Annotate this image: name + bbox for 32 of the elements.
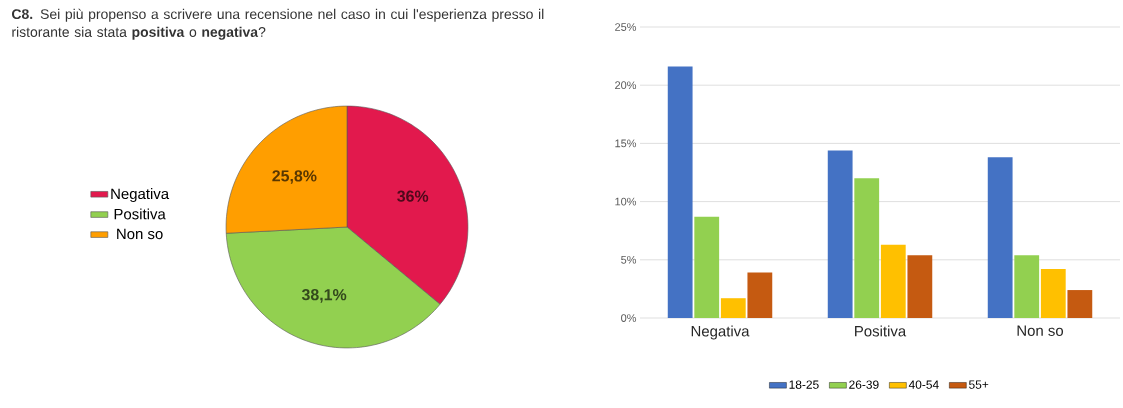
bar <box>854 178 880 318</box>
bar <box>747 272 773 318</box>
legend-label: Negativa <box>111 188 170 203</box>
bar <box>1067 290 1093 318</box>
y-tick-label: 15% <box>615 139 637 148</box>
data-label: 38,1% <box>301 289 347 303</box>
bar <box>907 255 933 318</box>
legend-label: Non so <box>117 228 163 240</box>
bar <box>987 157 1013 318</box>
x-tick-label: Positiva <box>855 325 907 337</box>
data-label: 25,8% <box>272 170 317 184</box>
x-tick-label: Non so <box>1017 325 1064 336</box>
y-tick-label: 0% <box>621 314 637 322</box>
bar <box>1014 255 1040 318</box>
y-tick-label: 25% <box>615 23 637 31</box>
legend-label: 18-25 <box>789 380 819 389</box>
data-label: 36% <box>397 190 429 202</box>
bar <box>667 66 693 318</box>
legend-label: 26-39 <box>849 380 879 389</box>
bar <box>827 150 853 318</box>
y-tick-label: 5% <box>621 255 637 264</box>
y-tick-label: 20% <box>615 81 637 90</box>
bar <box>880 244 906 318</box>
chart-title: C8. Sei più propenso a scrivere una recensione nel caso in cui l'esperienza presso il ristorante sia stata positiva o negativa? <box>12 8 544 40</box>
bar <box>720 298 746 318</box>
y-tick-label: 10% <box>615 197 637 206</box>
x-tick-label: Negativa <box>691 325 750 340</box>
legend-label: 40-54 <box>908 380 939 389</box>
bar <box>1040 269 1066 318</box>
bar <box>694 216 720 318</box>
legend-label: Positiva <box>114 208 166 220</box>
legend-label: 55+ <box>969 380 989 389</box>
